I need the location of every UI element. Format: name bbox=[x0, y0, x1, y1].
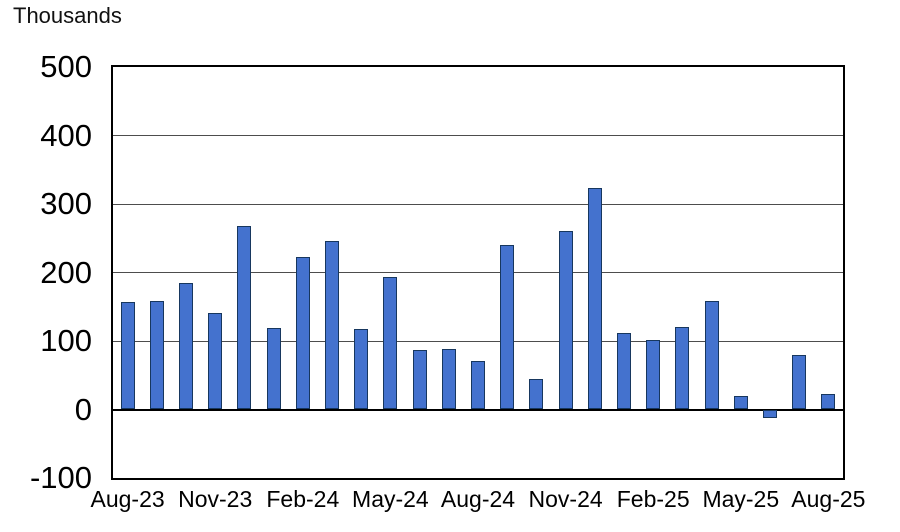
bar-Jul-24 bbox=[441, 349, 456, 410]
x-axis-tick-label: May-24 bbox=[352, 486, 429, 512]
x-axis-tick-label: Feb-24 bbox=[266, 486, 340, 512]
bar-Feb-24 bbox=[295, 257, 310, 410]
bar-Dec-23 bbox=[237, 225, 252, 410]
gridline bbox=[113, 203, 843, 205]
bar-Oct-23 bbox=[179, 283, 193, 410]
bar-Nov-24 bbox=[558, 230, 573, 410]
bar-Apr-24 bbox=[354, 328, 369, 410]
y-axis-tick-label: 400 bbox=[40, 117, 92, 153]
bar-Aug-25 bbox=[821, 394, 836, 410]
y-axis-tick-label: 300 bbox=[40, 186, 92, 221]
x-axis-tick-label: Nov-23 bbox=[178, 486, 253, 512]
bar-May-24 bbox=[383, 277, 398, 410]
bar-Feb-25 bbox=[646, 339, 661, 410]
bar-Sep-24 bbox=[500, 245, 515, 410]
bar-Jul-25 bbox=[792, 355, 807, 410]
bar-Mar-25 bbox=[675, 327, 690, 410]
bar-Sep-23 bbox=[149, 301, 164, 410]
bar-Aug-24 bbox=[471, 360, 485, 410]
bar-Dec-24 bbox=[587, 188, 602, 410]
x-axis-tick-label: Aug-25 bbox=[791, 486, 866, 512]
gridline bbox=[113, 340, 843, 342]
bar-Jan-25 bbox=[617, 333, 631, 410]
x-axis-tick-label: May-25 bbox=[702, 486, 780, 512]
bar-Apr-25 bbox=[704, 301, 719, 410]
gridline bbox=[113, 135, 843, 136]
y-axis-tick-label: -100 bbox=[29, 460, 92, 495]
bar-May-25 bbox=[733, 396, 748, 410]
gridline bbox=[113, 272, 843, 273]
bar-Jun-24 bbox=[412, 349, 427, 410]
y-axis-tick-label: 100 bbox=[40, 323, 92, 358]
bar-Mar-24 bbox=[325, 240, 339, 410]
y-axis-tick-label: 0 bbox=[74, 391, 92, 427]
bar-Aug-23 bbox=[120, 301, 135, 410]
y-axis-tick-label: 500 bbox=[40, 49, 92, 84]
y-axis-tick-label: 200 bbox=[40, 254, 92, 290]
bar-Nov-23 bbox=[208, 312, 223, 410]
bar-Jan-24 bbox=[266, 327, 281, 410]
x-axis-tick-label: Feb-25 bbox=[616, 486, 690, 512]
bar-Oct-24 bbox=[529, 379, 544, 410]
plot-area bbox=[111, 65, 845, 480]
x-axis-tick-label: Aug-23 bbox=[90, 486, 165, 512]
x-axis-tick-label: Aug-24 bbox=[440, 486, 516, 512]
bar-Jun-25 bbox=[763, 409, 777, 419]
axis-unit-label: Thousands bbox=[13, 3, 122, 28]
x-axis-tick-label: Nov-24 bbox=[528, 486, 603, 512]
zero-axis-line bbox=[113, 408, 843, 411]
